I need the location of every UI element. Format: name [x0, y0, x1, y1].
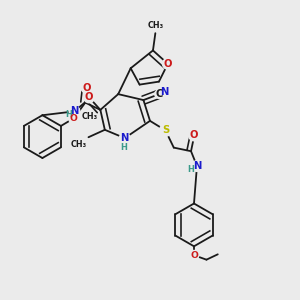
Circle shape [155, 90, 163, 98]
Text: O: O [190, 130, 198, 140]
Text: C: C [155, 89, 163, 99]
Circle shape [119, 133, 130, 143]
Text: O: O [85, 92, 93, 102]
Text: CH₃: CH₃ [147, 21, 164, 30]
Text: O: O [82, 82, 91, 93]
Text: CH₃: CH₃ [82, 112, 98, 121]
Circle shape [163, 58, 173, 69]
Circle shape [160, 88, 169, 97]
Circle shape [69, 106, 80, 117]
Text: H: H [120, 142, 127, 152]
Circle shape [84, 92, 94, 103]
Text: N: N [193, 161, 201, 171]
Circle shape [81, 82, 92, 93]
Text: O: O [190, 251, 198, 260]
Circle shape [69, 114, 78, 123]
Text: O: O [70, 114, 77, 123]
Text: N: N [121, 133, 129, 143]
Text: H: H [188, 164, 194, 173]
Text: N: N [160, 87, 169, 97]
Text: S: S [162, 125, 169, 135]
Circle shape [192, 161, 202, 171]
Text: O: O [164, 59, 172, 69]
Circle shape [189, 250, 199, 260]
Circle shape [189, 130, 199, 141]
Text: CH₃: CH₃ [71, 140, 87, 148]
Text: N: N [70, 106, 79, 116]
Circle shape [160, 124, 171, 136]
Text: H: H [66, 110, 73, 119]
